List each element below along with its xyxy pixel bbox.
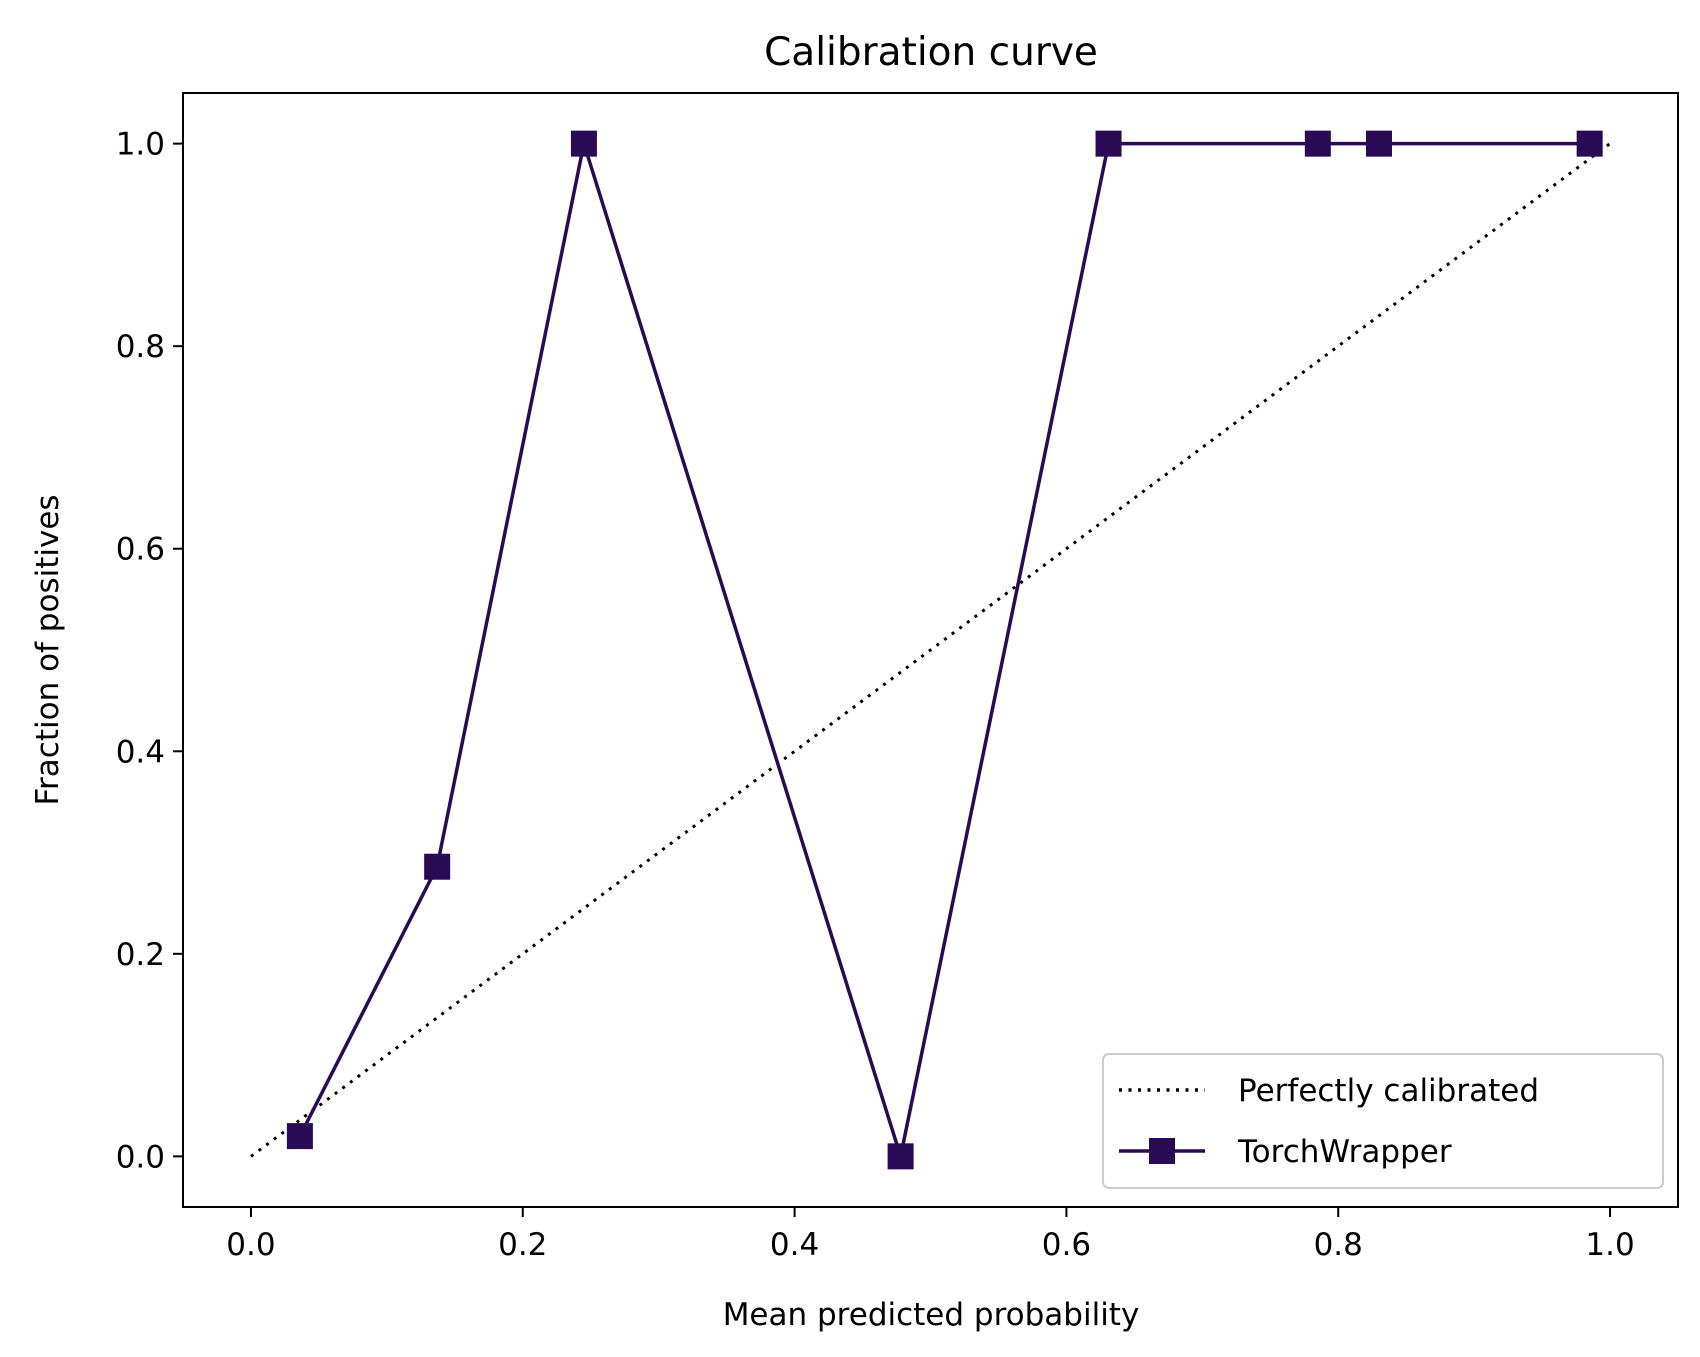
plot-area (250, 130, 1611, 1170)
axes-frame (182, 92, 1679, 1208)
data-point-marker (1366, 130, 1392, 157)
data-point-marker (286, 1123, 313, 1150)
y-tick-label: 1.0 (116, 127, 165, 163)
data-point-marker (1576, 130, 1603, 157)
x-tick-label: 0.0 (226, 1227, 275, 1263)
legend-box (1102, 1053, 1664, 1189)
x-tick-label: 0.2 (498, 1227, 547, 1263)
chart-title: Calibration curve (764, 30, 1098, 75)
x-tick-label: 1.0 (1585, 1227, 1634, 1263)
x-tick-label: 0.8 (1314, 1227, 1363, 1263)
legend-label-1: TorchWrapper (1237, 1134, 1452, 1170)
series-line-0 (250, 142, 1611, 1158)
x-axis-label: Mean predicted probability (723, 1297, 1140, 1333)
legend-label-0: Perfectly calibrated (1238, 1073, 1539, 1109)
legend-marker (1149, 1138, 1175, 1164)
y-tick-label: 0.6 (116, 532, 165, 568)
y-axis-label: Fraction of positives (30, 494, 66, 805)
data-point-marker (424, 853, 451, 880)
data-point-marker (1095, 130, 1122, 157)
legend: Perfectly calibrated TorchWrapper (1102, 1053, 1664, 1189)
x-tick-label: 0.6 (1042, 1227, 1091, 1263)
x-tick-label: 0.4 (770, 1227, 819, 1263)
data-point-marker (1304, 130, 1331, 157)
y-tick-label: 0.0 (116, 1139, 165, 1175)
y-axis: 0.0 0.2 0.4 0.6 0.8 1.0 (116, 127, 183, 1175)
y-tick-label: 0.4 (116, 734, 165, 770)
y-tick-label: 0.8 (116, 329, 165, 365)
x-axis: 0.0 0.2 0.4 0.6 0.8 1.0 (226, 1207, 1635, 1263)
y-tick-label: 0.2 (116, 937, 165, 973)
data-point-marker (887, 1143, 914, 1170)
data-point-marker (570, 130, 597, 157)
